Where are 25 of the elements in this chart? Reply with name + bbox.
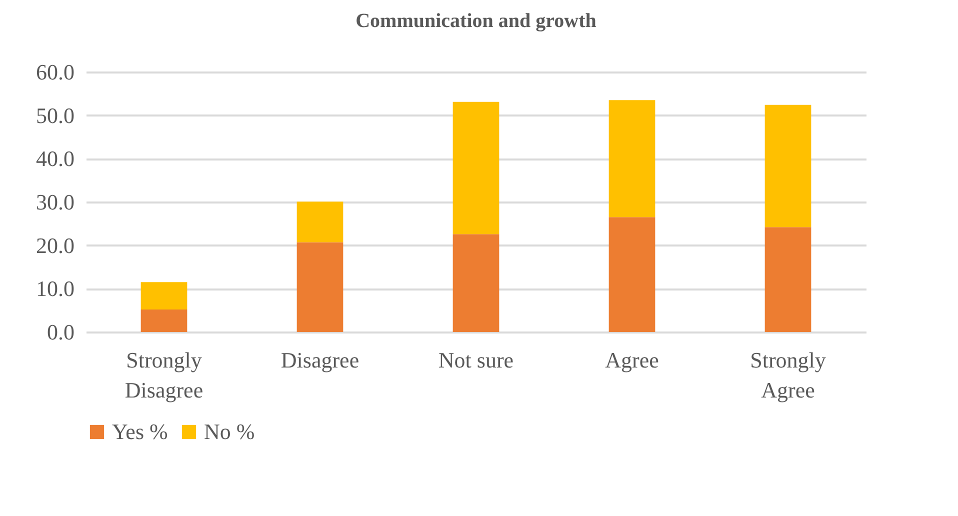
y-tick-label: 10.0 [36,276,74,302]
bar [452,102,500,234]
y-tick-label: 0.0 [47,320,74,344]
legend-label: No % [204,419,255,444]
bar [140,282,188,310]
bar [608,217,656,332]
y-tick-label: 20.0 [36,232,74,258]
bar [764,104,812,228]
y-tick-label: 30.0 [36,190,74,214]
bar [296,202,344,242]
x-tick-label: Strongly Agree [750,348,826,402]
bar [296,242,344,332]
x-tick-label: Not sure [438,348,514,372]
bar [452,234,500,332]
chart-title: Communication and growth [356,10,596,32]
bar [764,227,812,332]
bar [140,309,188,332]
bar [608,100,656,218]
x-tick-label: Disagree [280,348,360,372]
y-tick-label: 60.0 [36,60,74,84]
x-tick-label: Agree [605,348,659,372]
x-tick-label: Strongly Disagree [124,348,204,402]
legend-label: Yes % [112,419,168,444]
y-tick-label: 40.0 [36,146,74,172]
y-tick-label: 50.0 [36,102,74,128]
